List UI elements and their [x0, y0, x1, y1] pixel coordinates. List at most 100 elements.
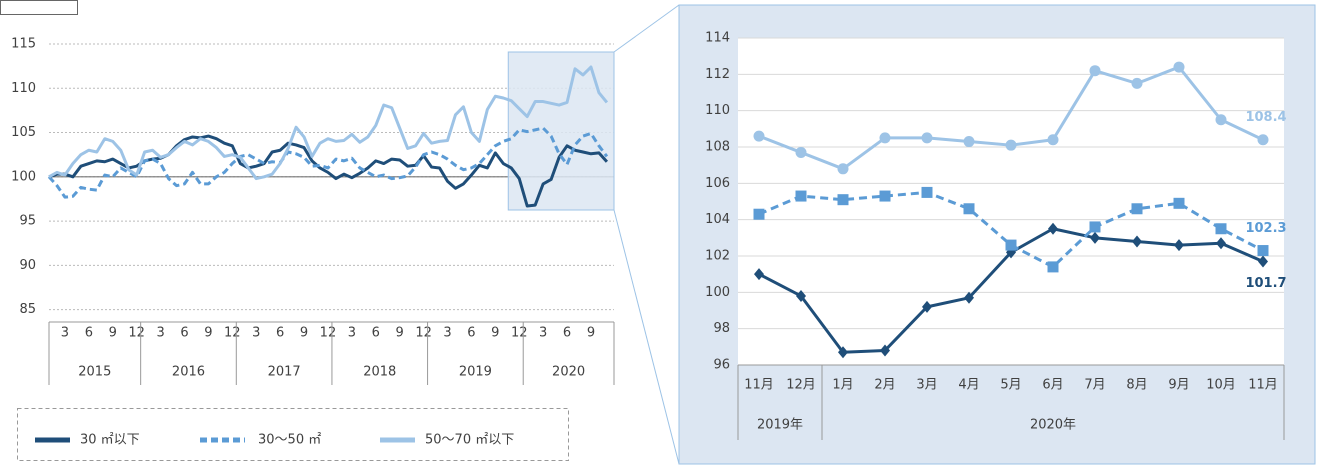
x-tick-label: 9 — [491, 326, 499, 341]
y-tick-label: 96 — [713, 358, 730, 373]
value-label: 108.4 — [1245, 110, 1286, 125]
marker — [921, 132, 933, 144]
marker — [1005, 139, 1017, 151]
y-tick-label: 110 — [11, 81, 36, 96]
marker — [880, 344, 890, 357]
series-line — [47, 126, 609, 199]
legend-box — [17, 408, 569, 461]
x-tick-label: 2月 — [874, 378, 895, 393]
marker — [838, 346, 848, 359]
marker — [1048, 222, 1058, 235]
y-tick-label: 95 — [19, 214, 36, 229]
x-tick-label: 10月 — [1206, 378, 1236, 393]
x-tick-label: 12 — [320, 326, 337, 341]
marker — [921, 186, 933, 198]
x-tick-label: 6 — [467, 326, 475, 341]
marker — [837, 194, 849, 206]
y-tick-label: 98 — [713, 321, 730, 336]
marker — [1216, 237, 1226, 250]
y-tick-label: 110 — [705, 103, 730, 118]
y-tick-label: 100 — [705, 285, 730, 300]
y-tick-label: 112 — [705, 67, 730, 82]
marker — [1173, 61, 1185, 73]
y-tick-label: 100 — [11, 169, 36, 184]
y-tick-label: 108 — [705, 140, 730, 155]
connector — [613, 4, 680, 53]
x-tick-label: 1月 — [832, 378, 853, 393]
marker — [1047, 134, 1059, 146]
x-tick-label: 12 — [224, 326, 241, 341]
zoom-plot-area — [738, 38, 1284, 365]
marker — [837, 163, 849, 175]
group-label: 2017 — [268, 365, 301, 380]
x-tick-label: 9 — [396, 326, 404, 341]
marker — [1047, 261, 1059, 273]
marker — [1258, 255, 1268, 268]
marker — [754, 268, 764, 281]
group-label: 2015 — [78, 365, 111, 380]
x-tick-label: 9 — [109, 326, 117, 341]
marker — [1215, 223, 1227, 235]
marker — [1215, 114, 1227, 126]
group-label: 2019年 — [757, 418, 803, 433]
x-tick-label: 6 — [180, 326, 188, 341]
marker — [1090, 231, 1100, 244]
marker — [753, 208, 765, 220]
x-tick-label: 3 — [348, 326, 356, 341]
y-tick-label: 105 — [11, 125, 36, 140]
y-tick-label: 106 — [705, 176, 730, 191]
group-label: 2019 — [459, 365, 492, 380]
marker — [1132, 235, 1142, 248]
marker — [922, 300, 932, 313]
x-tick-label: 4月 — [958, 378, 979, 393]
x-tick-label: 11月 — [744, 378, 774, 393]
corner-box — [0, 0, 78, 15]
x-tick-label: 6 — [276, 326, 284, 341]
marker — [963, 203, 975, 215]
x-tick-label: 8月 — [1126, 378, 1147, 393]
group-label: 2020年 — [1030, 418, 1076, 433]
x-tick-label: 9 — [204, 326, 212, 341]
marker — [964, 291, 974, 304]
x-tick-label: 6 — [85, 326, 93, 341]
y-tick-label: 85 — [19, 302, 36, 317]
marker — [963, 136, 975, 148]
x-tick-label: 3月 — [916, 378, 937, 393]
marker — [1005, 239, 1017, 251]
marker — [1131, 203, 1143, 215]
y-tick-label: 104 — [705, 212, 730, 227]
marker — [879, 190, 891, 202]
marker — [795, 190, 807, 202]
x-tick-label: 3 — [156, 326, 164, 341]
y-tick-label: 114 — [705, 31, 730, 46]
x-tick-label: 12 — [128, 326, 145, 341]
marker — [1174, 239, 1184, 252]
x-tick-label: 3 — [252, 326, 260, 341]
x-tick-label: 9月 — [1168, 378, 1189, 393]
group-label: 2020 — [552, 365, 585, 380]
x-tick-label: 6 — [563, 326, 571, 341]
connector — [613, 209, 680, 465]
group-label: 2018 — [363, 365, 396, 380]
x-tick-label: 9 — [587, 326, 595, 341]
x-tick-label: 9 — [300, 326, 308, 341]
marker — [796, 289, 806, 302]
x-tick-label: 12 — [511, 326, 528, 341]
marker — [1089, 65, 1101, 77]
x-tick-label: 5月 — [1000, 378, 1021, 393]
y-tick-label: 102 — [705, 249, 730, 264]
value-label: 101.7 — [1245, 276, 1286, 291]
x-tick-label: 6月 — [1042, 378, 1063, 393]
x-tick-label: 3 — [443, 326, 451, 341]
marker — [1089, 221, 1101, 233]
marker — [1257, 134, 1269, 146]
series-line — [48, 65, 609, 181]
x-tick-label: 12月 — [786, 378, 816, 393]
y-tick-label: 115 — [11, 37, 36, 52]
x-tick-label: 7月 — [1084, 378, 1105, 393]
group-label: 2016 — [172, 365, 205, 380]
x-tick-label: 12 — [415, 326, 432, 341]
marker — [1257, 245, 1269, 257]
marker — [1131, 77, 1143, 89]
